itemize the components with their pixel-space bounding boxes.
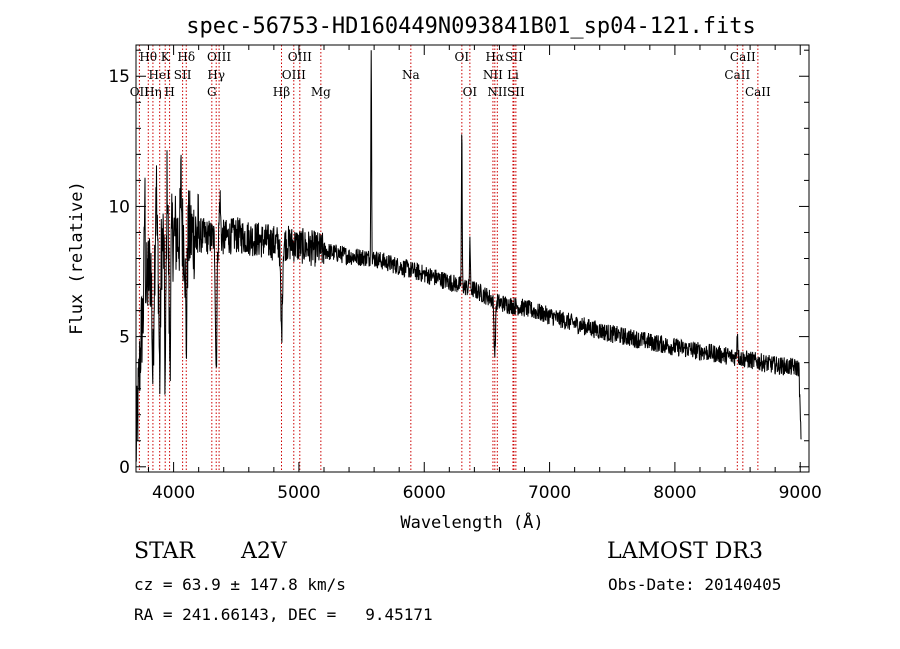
coordinates: RA = 241.66143, DEC = 9.45171 [134, 605, 433, 624]
line-marker-label: SII [174, 68, 192, 82]
y-tick-label: 0 [119, 458, 130, 478]
line-markers: OIIHθHηHeIKHSIIHδGHγOIIIHβOIIIOIIIMgNaOI… [130, 45, 771, 472]
line-marker-label: HeI [149, 68, 172, 82]
line-marker-label: SII [507, 85, 525, 99]
x-tick-label: 6000 [403, 483, 446, 503]
line-marker-label: OIII [288, 50, 312, 64]
line-marker-label: NII [483, 68, 503, 82]
y-tick-label: 5 [119, 328, 130, 348]
object-subclass: A2V [241, 539, 287, 564]
line-marker-label: Hβ [273, 85, 290, 99]
axis-ticks: 4000 5000 6000 7000 8000 9000 0 5 10 15 [108, 45, 822, 503]
line-marker-label: Li [507, 68, 519, 82]
line-marker-label: CaII [724, 68, 750, 82]
line-marker-label: CaII [745, 85, 771, 99]
line-marker-label: Hδ [177, 50, 195, 64]
x-tick-label: 4000 [152, 483, 195, 503]
line-marker-label: Hγ [207, 68, 225, 82]
line-marker-label: Na [402, 68, 420, 82]
line-marker-label: OIII [207, 50, 231, 64]
line-marker-label: G [207, 85, 217, 99]
line-marker-label: SII [505, 50, 523, 64]
y-tick-label: 10 [108, 197, 130, 217]
x-tick-label: 9000 [779, 483, 822, 503]
plot-frame [135, 44, 810, 473]
line-marker-label: CaII [730, 50, 756, 64]
line-marker-label: H [164, 85, 174, 99]
series-layer [135, 50, 802, 462]
line-marker-label: Mg [311, 85, 331, 99]
line-marker-label: Hη [144, 85, 162, 99]
y-tick-label: 15 [108, 67, 130, 87]
line-marker-label: Hα [486, 50, 505, 64]
redshift-cz: cz = 63.9 ± 147.8 km/s [134, 575, 346, 594]
line-marker-label: OI [455, 50, 470, 64]
x-tick-label: 8000 [653, 483, 696, 503]
line-marker-label: OI [463, 85, 478, 99]
line-marker-label: OII [130, 85, 150, 99]
y-axis-label: Flux (relative) [67, 181, 87, 335]
line-marker-label: NII [487, 85, 507, 99]
spectrum-line [135, 50, 802, 462]
observation-date: Obs-Date: 20140405 [608, 575, 782, 594]
survey-name: LAMOST DR3 [607, 539, 763, 564]
line-marker-label: OIII [282, 68, 306, 82]
object-class: STAR [134, 539, 195, 564]
line-marker-label: Hθ [139, 50, 157, 64]
line-marker-label: K [161, 50, 171, 64]
x-axis-label: Wavelength (Å) [400, 511, 543, 533]
x-tick-label: 5000 [277, 483, 320, 503]
x-tick-label: 7000 [528, 483, 571, 503]
chart-title: spec-56753-HD160449N093841B01_sp04-121.f… [186, 14, 756, 39]
